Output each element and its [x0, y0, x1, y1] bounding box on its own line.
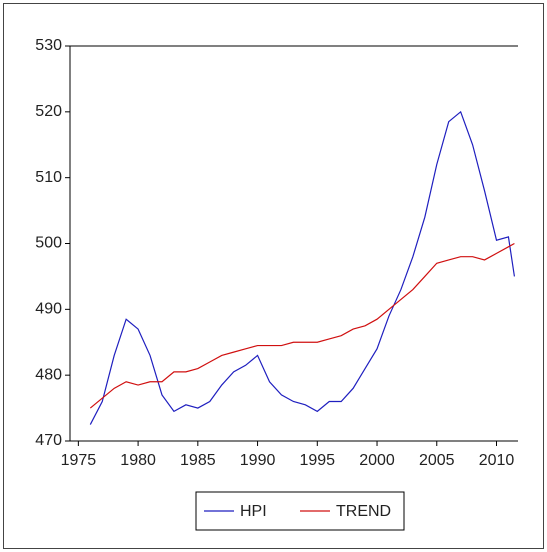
frame — [3, 3, 544, 549]
x-tick-label: 2000 — [359, 452, 395, 469]
legend-label: TREND — [336, 503, 391, 520]
x-tick-label: 1990 — [240, 452, 276, 469]
legend-label: HPI — [240, 503, 267, 520]
y-tick-label: 500 — [35, 235, 62, 252]
x-tick-label: 1980 — [120, 452, 156, 469]
y-tick-label: 490 — [35, 301, 62, 318]
series-line — [89, 242, 515, 409]
y-tick-label: 520 — [35, 103, 62, 120]
x-tick-label: 2010 — [479, 452, 515, 469]
series-line — [89, 110, 516, 425]
x-tick-label: 2005 — [419, 452, 455, 469]
y-tick-label: 510 — [35, 169, 62, 186]
x-tick-label: 1975 — [61, 452, 97, 469]
y-tick-label: 480 — [35, 366, 62, 383]
y-tick-label: 470 — [35, 432, 62, 449]
y-tick-label: 530 — [35, 37, 62, 54]
x-tick-label: 1995 — [299, 452, 335, 469]
x-tick-label: 1985 — [180, 452, 216, 469]
